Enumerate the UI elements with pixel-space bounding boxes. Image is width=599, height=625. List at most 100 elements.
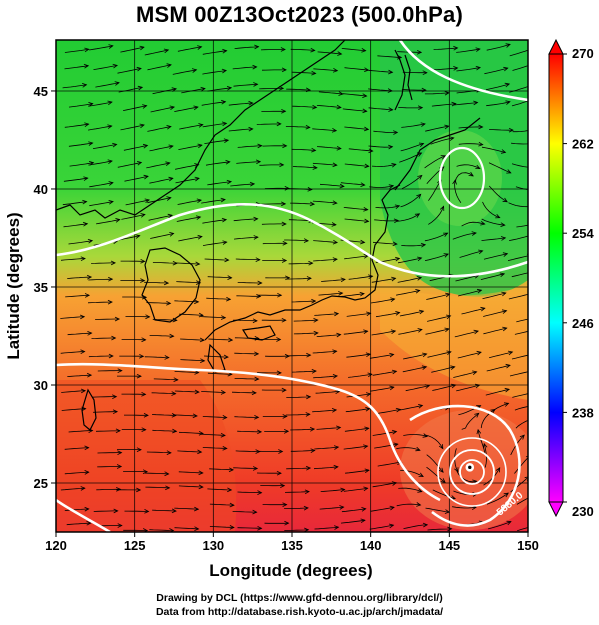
streamline-arrow	[368, 274, 374, 280]
streamline-arrow	[305, 412, 311, 417]
streamline-arrow	[195, 280, 202, 285]
streamline	[237, 282, 262, 284]
streamline	[314, 526, 339, 530]
streamline	[425, 507, 450, 513]
colorbar-tick-label: 230	[572, 504, 594, 519]
streamline	[403, 434, 428, 437]
streamline	[399, 310, 424, 317]
streamline-arrow	[422, 70, 428, 76]
streamline	[433, 47, 458, 50]
streamline	[146, 162, 170, 169]
streamline-arrow	[499, 272, 506, 278]
streamline	[312, 128, 337, 132]
streamline-arrow	[308, 260, 314, 266]
streamline-arrow	[531, 270, 535, 274]
streamline-arrow	[86, 274, 93, 280]
streamline	[313, 375, 338, 379]
streamline-arrow	[339, 505, 345, 510]
streamline-arrow	[172, 428, 178, 434]
streamline-arrow	[440, 478, 446, 483]
streamline-arrow	[363, 329, 369, 335]
streamline-arrow	[447, 526, 453, 532]
streamline	[374, 219, 399, 222]
streamline	[172, 69, 197, 75]
streamline-arrow	[360, 239, 366, 245]
streamline-arrow	[395, 311, 401, 316]
streamline-arrow	[502, 252, 509, 257]
streamline	[461, 221, 485, 227]
streamline	[153, 378, 178, 381]
streamline	[320, 489, 345, 492]
streamline-arrow	[503, 402, 510, 407]
streamline	[180, 338, 205, 341]
streamline-arrow	[478, 124, 484, 130]
streamline-arrow	[438, 444, 444, 450]
streamline-arrow	[306, 352, 312, 358]
streamline-arrow	[475, 65, 482, 71]
streamline-arrow	[394, 204, 401, 210]
streamline	[175, 177, 200, 184]
streamline-arrow	[142, 143, 149, 149]
streamline	[121, 214, 145, 220]
streamline	[432, 489, 456, 499]
streamline	[152, 429, 177, 432]
streamline	[511, 142, 528, 145]
streamline	[228, 128, 253, 132]
streamline-arrow	[136, 373, 142, 379]
streamline-arrow	[361, 48, 367, 53]
streamline-arrow	[222, 48, 228, 54]
streamline	[398, 405, 423, 411]
streamline-arrow	[500, 236, 507, 241]
streamline-arrow	[332, 162, 338, 168]
colorbar-tick-label: 270	[572, 46, 594, 61]
streamline-arrow	[173, 377, 179, 382]
streamline-arrow	[503, 492, 509, 498]
streamline-arrow	[531, 63, 535, 67]
streamline-arrow	[390, 329, 397, 335]
streamline-arrow	[333, 464, 339, 470]
streamline-arrow	[197, 234, 203, 240]
streamline	[370, 386, 394, 392]
streamline-arrow	[304, 489, 310, 495]
streamline-arrow	[439, 205, 445, 211]
streamline-arrow	[193, 105, 199, 111]
streamline	[426, 454, 444, 473]
streamline	[369, 524, 394, 530]
streamline	[454, 172, 474, 183]
x-axis-ticks: 120 125 130 135 140 145 150	[45, 532, 539, 553]
streamline	[485, 388, 510, 396]
streamline	[377, 55, 402, 58]
streamline-arrow	[449, 136, 455, 141]
streamline	[374, 443, 398, 449]
streamline-arrow	[363, 126, 370, 132]
streamline	[233, 83, 258, 87]
streamline	[344, 126, 369, 130]
streamline-arrow	[475, 164, 481, 169]
streamline-arrow	[80, 349, 86, 355]
streamline-arrow	[137, 85, 144, 91]
streamline	[372, 370, 397, 376]
streamline	[93, 510, 118, 512]
streamline	[177, 450, 202, 453]
streamline	[92, 144, 117, 149]
contour-line-3	[398, 40, 528, 102]
streamline-arrow	[281, 67, 287, 73]
streamline-arrow	[248, 100, 254, 106]
streamline-arrow	[108, 353, 114, 359]
streamline	[236, 161, 261, 164]
streamline-arrow	[303, 505, 309, 511]
streamline-arrow	[139, 45, 145, 51]
streamline	[456, 384, 480, 392]
streamline-arrow	[480, 306, 486, 312]
streamline-arrow	[116, 487, 122, 492]
streamline-arrow	[83, 63, 90, 69]
streamline	[486, 44, 511, 51]
streamline	[424, 253, 449, 261]
streamline	[426, 293, 450, 300]
streamline	[344, 427, 369, 432]
streamline-arrow	[282, 143, 288, 149]
streamline	[288, 262, 313, 265]
streamline-arrow	[84, 293, 91, 298]
streamline-arrow	[306, 276, 312, 281]
streamline-arrow	[452, 179, 457, 185]
